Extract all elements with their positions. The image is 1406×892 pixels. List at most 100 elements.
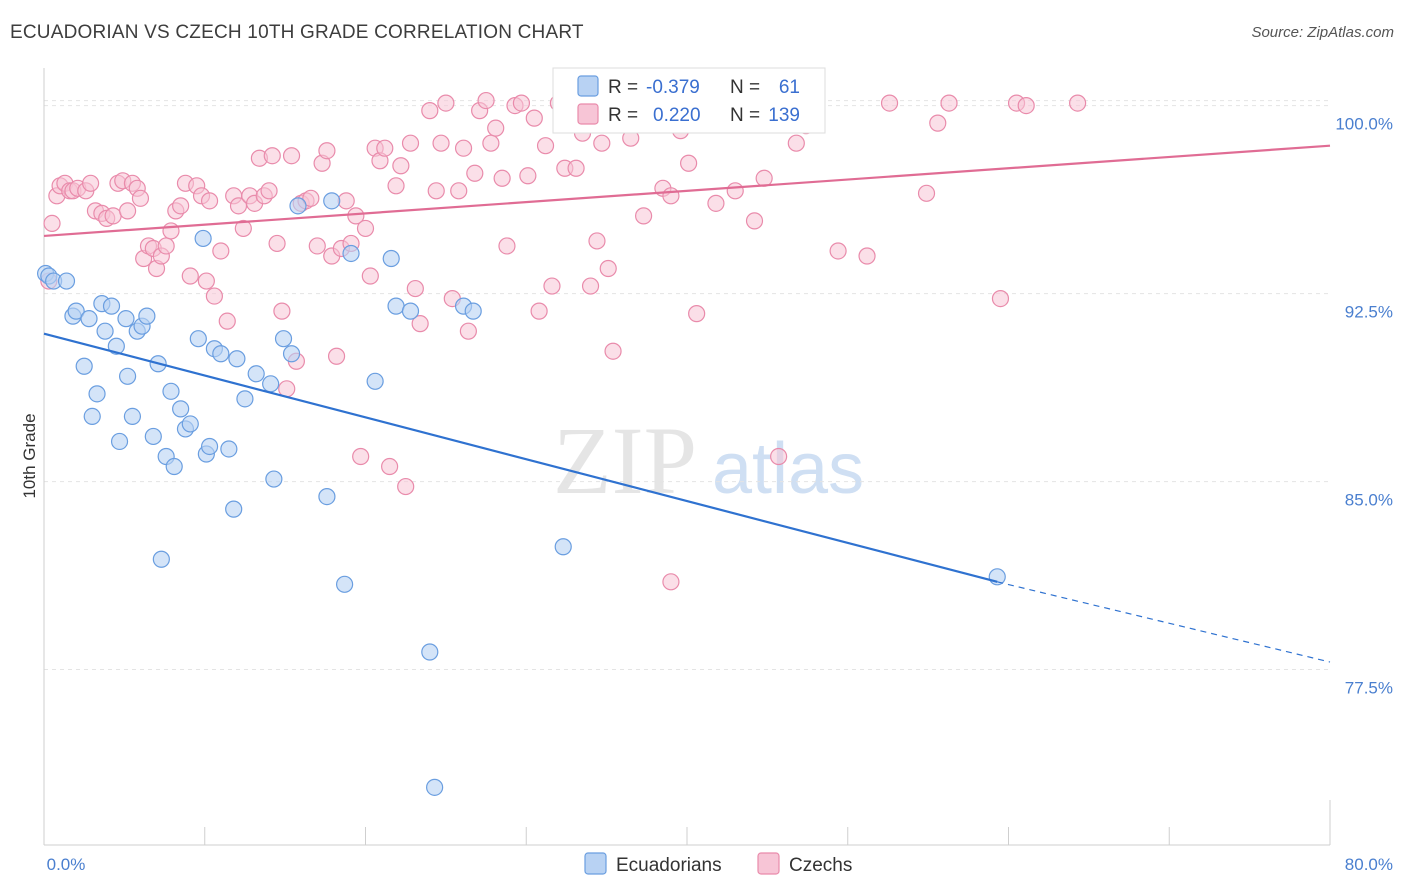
- czech-point: [234, 219, 252, 238]
- ecuadorian-point: [401, 302, 420, 320]
- y-tick-label: 100.0%: [1335, 115, 1393, 134]
- czech-point: [387, 177, 405, 195]
- czech-point: [162, 222, 180, 240]
- ecuadorian-point: [152, 550, 170, 568]
- czech-point: [282, 147, 301, 165]
- y-axis-title: 10th Grade: [20, 413, 39, 498]
- czech-point: [337, 192, 355, 210]
- x-tick-label-min: 0.0%: [47, 855, 86, 874]
- czech-point: [352, 447, 370, 466]
- ecuadorian-point: [80, 310, 98, 328]
- ecuadorian-point: [57, 272, 76, 290]
- legend-swatch-ecuadorians: [577, 75, 599, 97]
- czech-point: [593, 134, 611, 152]
- czech-point: [634, 207, 653, 225]
- ecuadorian-point: [162, 382, 180, 400]
- czech-point: [466, 164, 484, 182]
- czech-point: [477, 91, 495, 110]
- czech-point: [200, 192, 219, 210]
- czech-point: [427, 182, 445, 200]
- czech-point: [82, 174, 100, 192]
- czech-point: [917, 184, 936, 202]
- bottom-legend-swatch-czechs: [757, 852, 780, 875]
- czech-point: [347, 207, 365, 225]
- legend-n-value-2: 139: [768, 105, 800, 126]
- ecuadorian-point: [421, 643, 439, 661]
- czech-point: [755, 169, 773, 187]
- czech-point: [454, 139, 473, 157]
- ecuadorian-point: [366, 372, 384, 390]
- czech-point: [929, 114, 947, 132]
- bottom-legend: Ecuadorians Czechs: [584, 852, 852, 876]
- legend-r-value-2: 0.220: [653, 105, 701, 126]
- ecuadorian-point: [189, 330, 207, 348]
- czech-point: [858, 247, 876, 265]
- ecuadorian-point: [289, 197, 307, 215]
- czech-point: [273, 302, 291, 320]
- ecuadorian-point: [220, 440, 238, 458]
- czech-point: [381, 457, 399, 476]
- czech-point: [662, 573, 680, 591]
- czech-point: [536, 137, 555, 155]
- ecuadorian-point: [144, 427, 162, 446]
- czech-point: [406, 279, 424, 298]
- czech-point: [268, 234, 286, 253]
- ecuadorian-point: [554, 538, 572, 556]
- czech-point: [218, 312, 236, 330]
- ecuadorian-point: [323, 192, 341, 210]
- czech-point: [157, 237, 175, 255]
- bottom-legend-czechs: Czechs: [789, 855, 852, 876]
- ecuadorian-point: [118, 367, 137, 385]
- czech-point: [519, 167, 537, 185]
- watermark-atlas: atlas: [712, 429, 864, 509]
- czech-point: [588, 232, 606, 250]
- czech-point: [512, 94, 531, 112]
- ecuadorian-point: [236, 390, 254, 408]
- ecuadorian-point: [123, 407, 142, 425]
- ecuadorian-point: [225, 500, 243, 518]
- czech-point: [1069, 94, 1087, 112]
- czech-point: [829, 242, 847, 260]
- czech-point: [459, 322, 477, 340]
- czech-point: [263, 147, 281, 165]
- czech-point: [131, 189, 150, 207]
- czech-point: [205, 287, 223, 305]
- czech-point: [707, 194, 725, 212]
- watermark-zip: ZIP: [553, 407, 697, 514]
- ecuadorian-point: [117, 310, 135, 328]
- czech-point: [172, 197, 190, 215]
- czech-point: [567, 159, 585, 177]
- ecuadorian-point: [382, 249, 400, 268]
- ecuadorian-point: [83, 407, 101, 425]
- ecuadorian-point: [247, 365, 265, 383]
- ecuadorian-point: [342, 244, 360, 263]
- chart-title: ECUADORIAN VS CZECH 10TH GRADE CORRELATI…: [10, 22, 584, 43]
- legend-r-label-1: R =: [608, 77, 638, 98]
- czech-point: [680, 154, 698, 172]
- ecuadorian-point: [274, 330, 293, 348]
- ecuadorian-point: [228, 350, 246, 368]
- ecuadorian-points: [37, 104, 1006, 796]
- czech-point: [662, 187, 680, 205]
- ecuadorian-point: [200, 437, 219, 456]
- czech-point: [493, 169, 511, 187]
- czech-point: [940, 94, 958, 112]
- source-label: Source: ZipAtlas.com: [1251, 24, 1394, 41]
- ecuadorian-point: [102, 297, 121, 315]
- czech-point: [361, 267, 379, 285]
- legend-r-label-2: R =: [608, 105, 638, 126]
- czech-point: [43, 214, 61, 232]
- czech-point: [530, 302, 548, 320]
- czech-point: [181, 267, 199, 285]
- czech-point: [260, 182, 278, 200]
- ecuadorian-point: [194, 229, 212, 248]
- czech-point: [487, 119, 505, 137]
- ecuadorian-point: [88, 385, 106, 403]
- legend-r-value-1: -0.379: [646, 77, 700, 98]
- czech-point: [787, 134, 805, 152]
- ecuadorian-point: [172, 400, 190, 418]
- ecuadorian-point: [110, 432, 129, 451]
- czech-point: [197, 272, 215, 290]
- ecuadorian-point: [181, 415, 199, 433]
- czech-point: [599, 259, 617, 278]
